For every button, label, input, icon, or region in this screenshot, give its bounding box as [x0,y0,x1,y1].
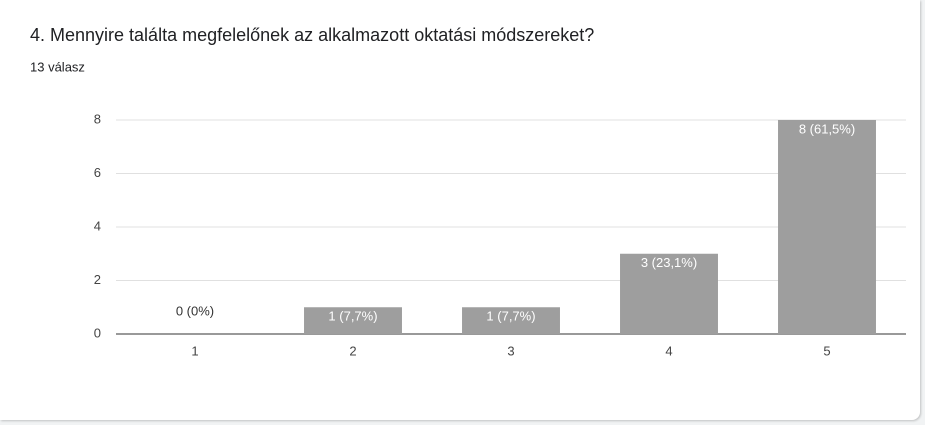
value-label: 8 (61,5%) [799,121,855,136]
y-tick-label: 8 [94,111,101,126]
x-tick-label: 5 [823,343,830,358]
chart-title: 4. Mennyire találta megfelelőnek az alka… [30,25,594,45]
x-tick-label: 2 [349,343,356,358]
x-tick-label: 1 [191,343,198,358]
value-label: 1 (7,7%) [486,309,535,324]
chart-subtitle: 13 válasz [30,59,85,74]
y-tick-label: 6 [94,165,101,180]
y-tick-label: 4 [94,218,101,233]
bar [462,307,560,334]
value-label: 0 (0%) [176,303,214,318]
bar [778,120,876,334]
value-label: 3 (23,1%) [641,255,697,270]
x-tick-label: 4 [665,343,672,358]
y-tick-label: 2 [94,272,101,287]
bar [620,253,718,334]
value-label: 1 (7,7%) [328,309,377,324]
x-tick-label: 3 [507,343,514,358]
y-tick-label: 0 [94,325,101,340]
bar [304,307,402,334]
